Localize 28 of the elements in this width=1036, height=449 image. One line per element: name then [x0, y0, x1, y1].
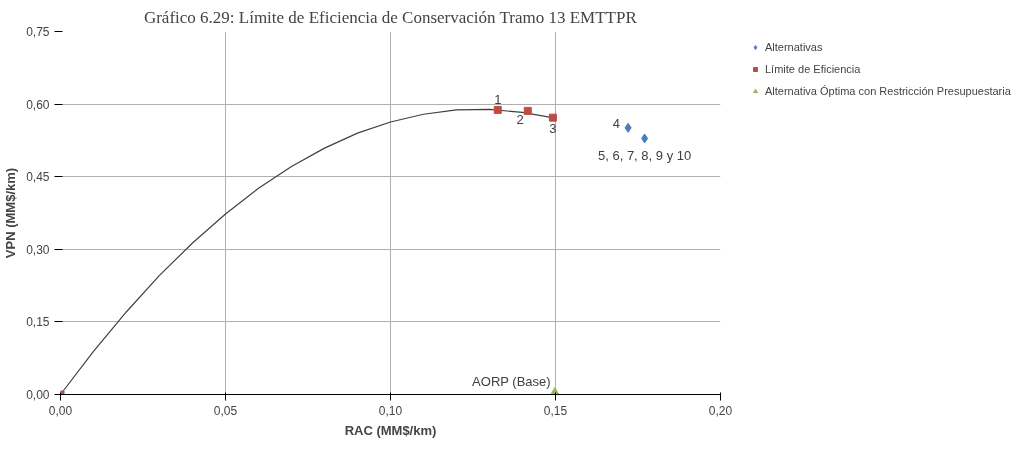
legend-label: Límite de Eficiencia [765, 63, 861, 75]
annotation: 4 [612, 115, 621, 131]
y-tick-label: 0,45 [26, 170, 50, 185]
point [641, 133, 649, 144]
x-tick-label: 0,15 [543, 403, 568, 418]
x-tick-label: 0,05 [213, 403, 238, 418]
x-tick-label: 0,20 [708, 403, 733, 418]
chart-title: Gráfico 6.29: Límite de Eficiencia de Conservación Tramo 13 EMTTPR [143, 7, 638, 27]
x-tick-label: 0,10 [378, 403, 403, 418]
point [624, 122, 632, 133]
legend-label: Alternativa Óptima con Restricción Presupuestaria [765, 85, 1011, 97]
point [523, 106, 532, 115]
annotation: 5, 6, 7, 8, 9 y 10 [597, 148, 692, 164]
y-tick-label: 0,75 [26, 25, 50, 39]
annotation: 3 [549, 120, 557, 136]
point [493, 105, 502, 114]
x-axis-title: RAC (MM$/km) [344, 422, 437, 438]
annotation: AORP (Base) [472, 373, 551, 389]
y-tick-label: 0,15 [26, 315, 50, 330]
legend-label: Alternativas [765, 41, 823, 53]
annotation: 1 [494, 91, 502, 107]
y-tick-label: 0,00 [26, 388, 50, 402]
x-tick-label: 0,00 [48, 403, 73, 418]
y-tick-label: 0,30 [26, 242, 50, 257]
y-axis-title: VPN (MM$/km) [3, 167, 19, 259]
point [548, 113, 557, 122]
y-tick-label: 0,60 [26, 97, 50, 112]
annotation: 2 [516, 111, 524, 127]
